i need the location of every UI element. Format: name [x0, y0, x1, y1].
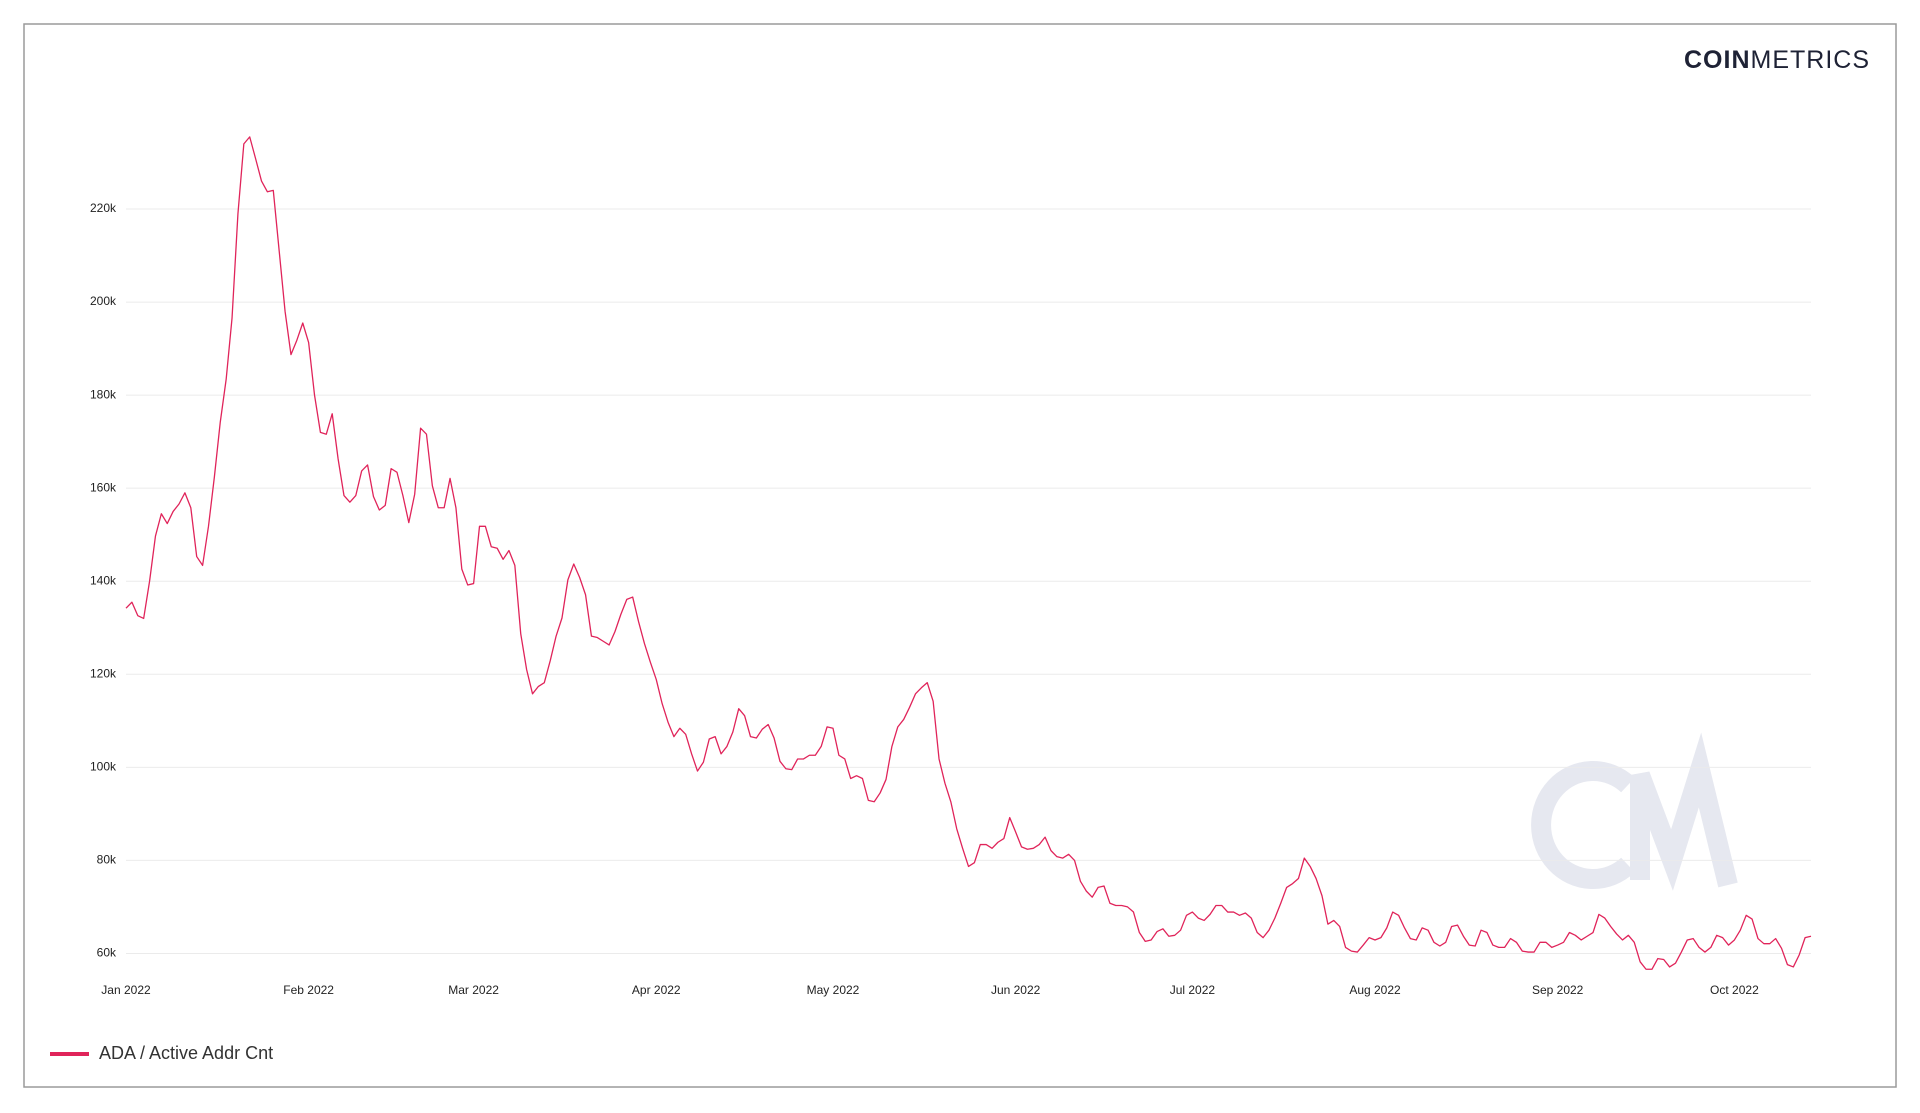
x-tick-label: Apr 2022 — [632, 983, 681, 997]
y-tick-label: 180k — [90, 387, 117, 401]
y-tick-label: 200k — [90, 294, 117, 308]
y-tick-label: 80k — [97, 853, 117, 867]
grid-layer — [126, 208, 1811, 954]
legend-label: ADA / Active Addr Cnt — [99, 1043, 273, 1063]
y-tick-label: 160k — [90, 480, 117, 494]
x-tick-label: Mar 2022 — [448, 983, 499, 997]
line-layer — [125, 136, 1812, 970]
x-tick-label: Aug 2022 — [1349, 983, 1401, 997]
logo-light: METRICS — [1751, 46, 1871, 74]
x-tick-label: Feb 2022 — [283, 983, 334, 997]
y-tick-label: 60k — [97, 946, 117, 960]
y-tick-label: 220k — [90, 201, 117, 215]
watermark-c — [1531, 761, 1635, 889]
label-layer: 60k 80k 100k 120k 140k 160k 180k 200k 220k Jan 20… — [90, 201, 1759, 997]
x-tick-label: Jun 2022 — [991, 983, 1041, 997]
legend: ADA / Active Addr Cnt — [50, 1043, 273, 1063]
x-tick-label: Sep 2022 — [1532, 983, 1584, 997]
y-tick-label: 120k — [90, 666, 117, 680]
x-tick-label: Jul 2022 — [1170, 983, 1216, 997]
y-tick-label: 100k — [90, 760, 117, 774]
x-tick-label: Jan 2022 — [101, 983, 151, 997]
y-tick-label: 140k — [90, 573, 117, 587]
x-tick-label: Oct 2022 — [1710, 983, 1759, 997]
logo: COINMETRICS — [1684, 46, 1870, 74]
frame — [23, 23, 1897, 1088]
logo-bold: COIN — [1684, 46, 1751, 74]
data-line — [125, 136, 1812, 970]
x-tick-label: May 2022 — [807, 983, 860, 997]
